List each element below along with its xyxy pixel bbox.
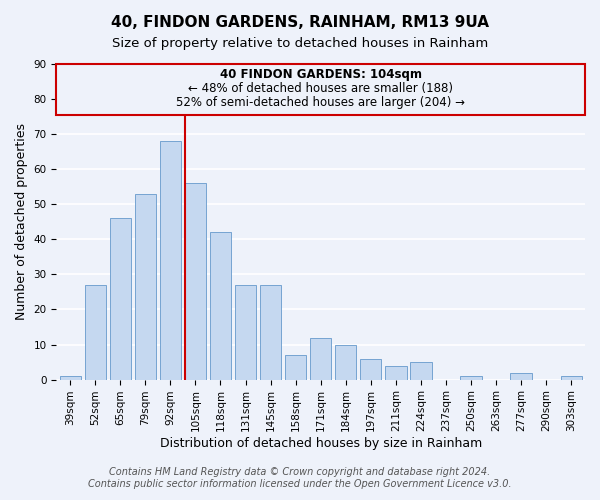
Text: ← 48% of detached houses are smaller (188): ← 48% of detached houses are smaller (18… [188,82,453,95]
Bar [385,366,407,380]
Bar [85,285,106,380]
Bar [310,338,331,380]
Text: 52% of semi-detached houses are larger (204) →: 52% of semi-detached houses are larger (… [176,96,465,109]
Bar [210,232,231,380]
Bar [560,376,582,380]
Text: Size of property relative to detached houses in Rainham: Size of property relative to detached ho… [112,38,488,51]
Bar [110,218,131,380]
FancyBboxPatch shape [56,64,585,115]
Bar [185,183,206,380]
Bar [335,344,356,380]
Bar [235,285,256,380]
Text: 40 FINDON GARDENS: 104sqm: 40 FINDON GARDENS: 104sqm [220,68,422,81]
Bar [511,372,532,380]
Bar [360,358,382,380]
Text: 40, FINDON GARDENS, RAINHAM, RM13 9UA: 40, FINDON GARDENS, RAINHAM, RM13 9UA [111,15,489,30]
Bar [260,285,281,380]
Bar [160,141,181,380]
Y-axis label: Number of detached properties: Number of detached properties [15,124,28,320]
X-axis label: Distribution of detached houses by size in Rainham: Distribution of detached houses by size … [160,437,482,450]
Bar [59,376,81,380]
Bar [410,362,431,380]
Text: Contains HM Land Registry data © Crown copyright and database right 2024.
Contai: Contains HM Land Registry data © Crown c… [88,468,512,489]
Bar [134,194,156,380]
Bar [285,355,306,380]
Bar [460,376,482,380]
